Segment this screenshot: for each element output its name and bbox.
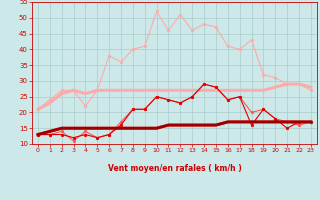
X-axis label: Vent moyen/en rafales ( km/h ): Vent moyen/en rafales ( km/h ) <box>108 164 241 173</box>
